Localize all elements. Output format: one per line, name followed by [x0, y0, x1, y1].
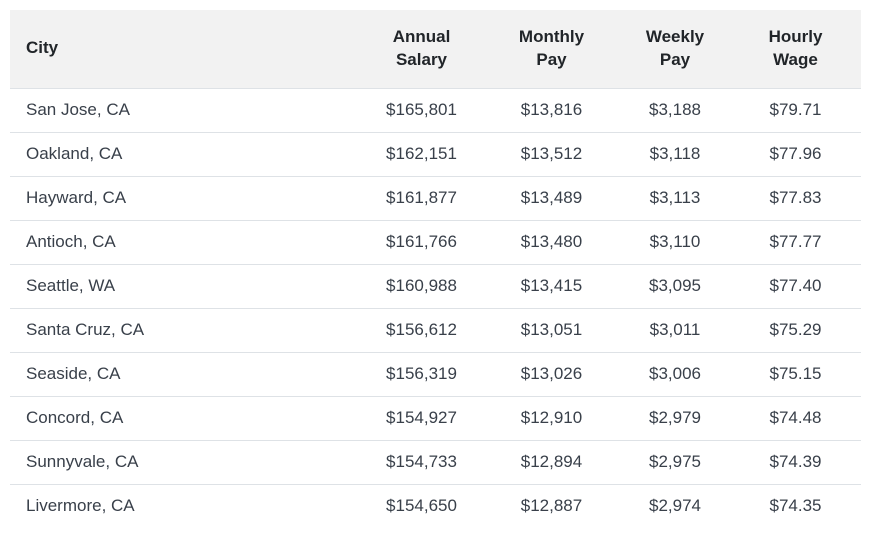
value-cell: $3,006 [649, 364, 701, 383]
value-cell: $3,110 [649, 232, 701, 251]
value-cell: $74.39 [769, 452, 822, 471]
value-cell: $77.77 [769, 232, 822, 251]
city-cell: Santa Cruz, CA [26, 320, 145, 339]
value-cell: $2,979 [649, 408, 701, 427]
value-cell: $2,975 [649, 452, 701, 471]
value-cell: $2,974 [649, 496, 701, 516]
table-row: Oakland, CA $162,151 $13,512 $3,118 $77.96 [10, 132, 861, 176]
city-cell: Hayward, CA [26, 188, 127, 207]
table-row: San Jose, CA $165,801 $13,816 $3,188 $79.71 [10, 88, 861, 132]
value-cell: $13,051 [520, 320, 583, 339]
table-row: Antioch, CA $161,766 $13,480 $3,110 $77.77 [10, 220, 861, 264]
city-cell: San Jose, CA [26, 100, 130, 119]
city-cell: Oakland, CA [26, 144, 123, 163]
value-cell: $75.15 [769, 364, 822, 383]
value-cell: $74.48 [769, 408, 822, 427]
salary-table: City Annual Salary Monthly Pay Weekly Pa… [10, 10, 861, 528]
value-cell: $77.96 [769, 144, 822, 163]
value-cell: $3,188 [649, 100, 701, 119]
value-cell: $3,095 [649, 276, 701, 295]
value-cell: $3,113 [649, 188, 701, 207]
city-cell: Concord, CA [26, 408, 124, 427]
value-cell: $77.40 [769, 276, 822, 295]
value-cell: $165,801 [386, 100, 457, 119]
value-cell: $12,894 [520, 452, 583, 471]
value-cell: $13,480 [520, 232, 583, 251]
value-cell: $75.29 [769, 320, 822, 339]
city-cell: Sunnyvale, CA [26, 452, 139, 471]
value-cell: $12,910 [520, 408, 583, 427]
value-cell: $154,733 [386, 452, 457, 471]
value-cell: $156,319 [386, 364, 457, 383]
table-row: Livermore, CA $154,650 $12,887 $2,974 $74.35 [10, 484, 861, 528]
value-cell: $79.71 [769, 100, 822, 119]
header-row: City Annual Salary Monthly Pay Weekly Pa… [10, 10, 861, 88]
column-header-monthly-pay: Monthly Pay [483, 10, 620, 88]
value-cell: $12,887 [520, 496, 583, 516]
table-row: Sunnyvale, CA $154,733 $12,894 $2,975 $74.39 [10, 440, 861, 484]
value-cell: $3,011 [649, 320, 701, 339]
value-cell: $161,877 [386, 188, 457, 207]
table-row: Santa Cruz, CA $156,612 $13,051 $3,011 $75.2… [10, 308, 861, 352]
value-cell: $13,512 [520, 144, 583, 163]
city-cell: Seattle, WA [26, 276, 116, 295]
column-header-hourly-wage: Hourly Wage [730, 10, 861, 88]
table-row: Hayward, CA $161,877 $13,489 $3,113 $77.83 [10, 176, 861, 220]
city-cell: Seaside, CA [26, 364, 121, 383]
value-cell: $13,816 [520, 100, 583, 119]
value-cell: $13,415 [520, 276, 583, 295]
column-header-city: City [10, 10, 360, 88]
value-cell: $154,927 [386, 408, 457, 427]
city-cell: Antioch, CA [26, 232, 116, 251]
value-cell: $154,650 [386, 496, 457, 516]
column-header-weekly-pay: Weekly Pay [620, 10, 730, 88]
column-header-annual-salary: Annual Salary [360, 10, 483, 88]
value-cell: $13,489 [520, 188, 583, 207]
table-header: City Annual Salary Monthly Pay Weekly Pa… [10, 10, 861, 88]
table-body: San Jose, CA $165,801 $13,816 $3,188 $79.71 O… [10, 88, 861, 528]
value-cell: $13,026 [520, 364, 583, 383]
table-row: Concord, CA $154,927 $12,910 $2,979 $74.48 [10, 396, 861, 440]
table-row: Seaside, CA $156,319 $13,026 $3,006 $75.15 [10, 352, 861, 396]
value-cell: $156,612 [386, 320, 457, 339]
value-cell: $77.83 [769, 188, 822, 207]
value-cell: $3,118 [649, 144, 701, 163]
city-cell: Livermore, CA [26, 496, 135, 516]
table-row: Seattle, WA $160,988 $13,415 $3,095 $77.40 [10, 264, 861, 308]
value-cell: $160,988 [386, 276, 457, 295]
value-cell: $74.35 [769, 496, 822, 516]
value-cell: $161,766 [386, 232, 457, 251]
value-cell: $162,151 [386, 144, 457, 163]
